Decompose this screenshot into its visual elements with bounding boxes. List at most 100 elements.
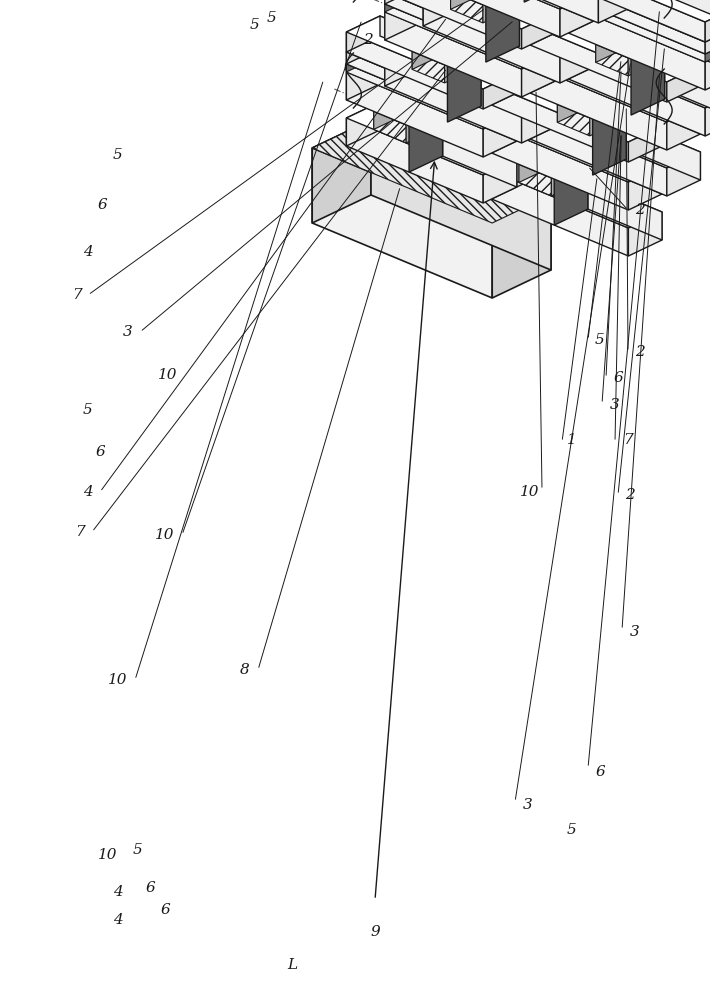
Text: 7: 7	[75, 525, 85, 539]
Text: 2: 2	[635, 345, 645, 359]
Polygon shape	[371, 120, 551, 270]
Polygon shape	[522, 33, 555, 61]
Polygon shape	[427, 43, 515, 90]
Polygon shape	[596, 28, 629, 62]
Polygon shape	[602, 0, 710, 74]
Polygon shape	[667, 98, 700, 122]
Text: 6: 6	[95, 445, 105, 459]
Polygon shape	[409, 60, 442, 172]
Polygon shape	[525, 155, 662, 240]
Polygon shape	[380, 48, 517, 113]
Text: 10: 10	[520, 485, 540, 499]
Polygon shape	[596, 28, 662, 58]
Polygon shape	[462, 0, 599, 23]
Polygon shape	[423, 0, 560, 9]
Polygon shape	[444, 49, 478, 83]
Text: 5: 5	[595, 333, 605, 347]
Polygon shape	[484, 0, 517, 7]
Polygon shape	[446, 35, 478, 67]
Polygon shape	[491, 109, 525, 153]
Polygon shape	[530, 25, 667, 102]
Polygon shape	[492, 195, 551, 298]
Polygon shape	[530, 41, 564, 65]
Polygon shape	[519, 148, 585, 178]
Polygon shape	[413, 35, 478, 65]
Polygon shape	[560, 39, 594, 83]
Text: 4: 4	[83, 245, 93, 259]
Polygon shape	[385, 0, 522, 49]
Polygon shape	[418, 0, 555, 45]
Polygon shape	[569, 0, 710, 62]
Polygon shape	[346, 36, 517, 109]
Polygon shape	[465, 0, 481, 106]
Polygon shape	[628, 166, 662, 210]
Polygon shape	[491, 101, 525, 125]
Polygon shape	[572, 106, 588, 209]
Polygon shape	[590, 102, 623, 136]
Polygon shape	[569, 0, 710, 22]
Polygon shape	[373, 111, 406, 143]
Polygon shape	[346, 52, 484, 121]
Polygon shape	[519, 164, 552, 196]
Polygon shape	[629, 28, 662, 60]
Polygon shape	[569, 5, 705, 90]
Polygon shape	[569, 0, 705, 42]
Polygon shape	[569, 0, 710, 54]
Polygon shape	[628, 126, 662, 162]
Text: 2: 2	[625, 488, 635, 502]
Polygon shape	[385, 58, 522, 143]
Polygon shape	[522, 45, 555, 69]
Polygon shape	[522, 13, 555, 49]
Polygon shape	[491, 125, 628, 210]
Polygon shape	[484, 113, 517, 157]
Text: 5: 5	[133, 843, 143, 857]
Polygon shape	[312, 120, 371, 223]
Polygon shape	[591, 88, 623, 120]
Polygon shape	[491, 109, 662, 182]
Polygon shape	[346, 64, 484, 129]
Polygon shape	[564, 95, 700, 180]
Polygon shape	[667, 106, 700, 150]
Polygon shape	[602, 0, 710, 38]
Text: 2: 2	[635, 203, 645, 217]
Polygon shape	[564, 49, 700, 134]
Polygon shape	[491, 117, 628, 182]
Polygon shape	[385, 0, 555, 49]
Polygon shape	[705, 46, 710, 90]
Text: 3: 3	[610, 398, 620, 412]
Polygon shape	[628, 158, 662, 182]
Polygon shape	[569, 35, 602, 79]
Polygon shape	[418, 0, 555, 81]
Text: 5: 5	[250, 18, 260, 32]
Polygon shape	[705, 92, 710, 136]
Polygon shape	[346, 32, 484, 109]
Polygon shape	[557, 104, 590, 136]
Polygon shape	[628, 146, 662, 174]
Polygon shape	[491, 85, 628, 162]
Polygon shape	[560, 0, 594, 1]
Polygon shape	[385, 4, 522, 69]
Polygon shape	[530, 9, 700, 82]
Text: 6: 6	[145, 881, 155, 895]
Polygon shape	[346, 56, 380, 100]
Polygon shape	[346, 72, 484, 157]
Polygon shape	[418, 42, 555, 127]
Polygon shape	[483, 0, 517, 23]
Polygon shape	[503, 0, 520, 46]
Polygon shape	[667, 86, 700, 114]
Polygon shape	[385, 0, 418, 12]
Polygon shape	[380, 16, 517, 93]
Polygon shape	[530, 57, 667, 122]
Text: 8: 8	[240, 663, 250, 677]
Polygon shape	[593, 53, 626, 175]
Text: 7: 7	[623, 433, 633, 447]
Polygon shape	[569, 51, 705, 136]
Polygon shape	[423, 0, 560, 37]
Polygon shape	[346, 118, 484, 203]
Polygon shape	[484, 93, 517, 121]
Polygon shape	[312, 120, 551, 223]
Polygon shape	[569, 0, 602, 5]
Polygon shape	[423, 0, 594, 55]
Polygon shape	[569, 0, 705, 54]
Text: 6: 6	[97, 198, 107, 212]
